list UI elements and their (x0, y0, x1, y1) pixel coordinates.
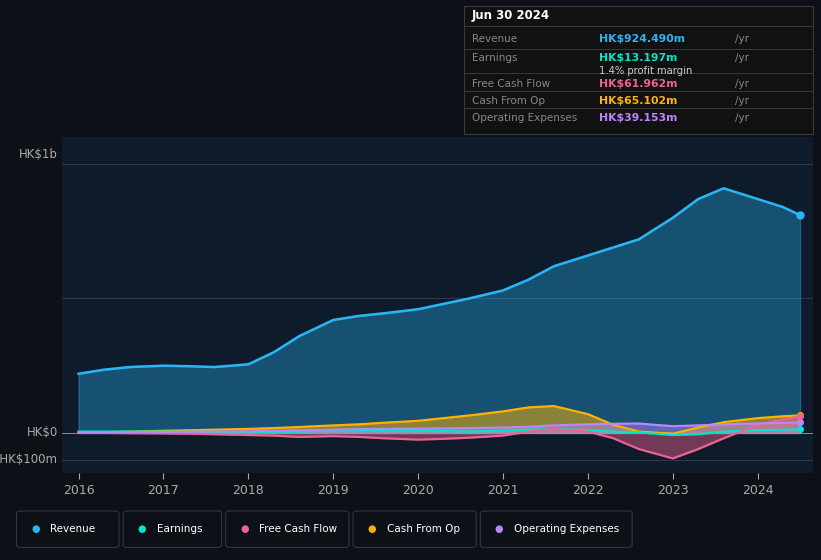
Text: /yr: /yr (735, 79, 749, 89)
Text: HK$924.490m: HK$924.490m (599, 34, 686, 44)
Text: Operating Expenses: Operating Expenses (472, 113, 577, 123)
Text: -HK$100m: -HK$100m (0, 453, 57, 466)
Text: HK$61.962m: HK$61.962m (599, 79, 678, 89)
Text: Cash From Op: Cash From Op (387, 524, 460, 534)
Text: 1.4% profit margin: 1.4% profit margin (599, 66, 693, 76)
Text: ●: ● (495, 524, 503, 534)
Text: Earnings: Earnings (472, 53, 517, 63)
Text: HK$65.102m: HK$65.102m (599, 96, 677, 106)
Text: Free Cash Flow: Free Cash Flow (472, 79, 550, 89)
Text: HK$1b: HK$1b (19, 148, 57, 161)
Text: ●: ● (368, 524, 376, 534)
Text: HK$39.153m: HK$39.153m (599, 113, 677, 123)
Text: Revenue: Revenue (472, 34, 517, 44)
Text: /yr: /yr (735, 34, 749, 44)
Text: Revenue: Revenue (50, 524, 95, 534)
Text: HK$0: HK$0 (26, 426, 57, 440)
Text: HK$13.197m: HK$13.197m (599, 53, 677, 63)
Text: Earnings: Earnings (157, 524, 202, 534)
Text: Free Cash Flow: Free Cash Flow (259, 524, 337, 534)
Text: Operating Expenses: Operating Expenses (514, 524, 619, 534)
Text: /yr: /yr (735, 53, 749, 63)
Text: Cash From Op: Cash From Op (472, 96, 545, 106)
Text: /yr: /yr (735, 113, 749, 123)
Text: ●: ● (241, 524, 249, 534)
Text: ●: ● (138, 524, 146, 534)
Text: ●: ● (31, 524, 39, 534)
Text: /yr: /yr (735, 96, 749, 106)
Text: Jun 30 2024: Jun 30 2024 (472, 9, 550, 22)
